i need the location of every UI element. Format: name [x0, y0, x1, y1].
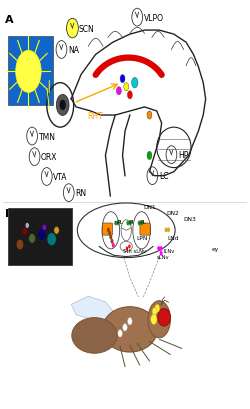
Text: ey: ey: [212, 246, 219, 252]
Circle shape: [107, 228, 110, 233]
Text: DN2: DN2: [166, 211, 179, 216]
Circle shape: [60, 100, 66, 111]
FancyBboxPatch shape: [102, 223, 113, 236]
Circle shape: [56, 95, 69, 116]
Circle shape: [16, 51, 41, 93]
Circle shape: [152, 308, 157, 316]
Circle shape: [123, 324, 127, 331]
Circle shape: [128, 245, 130, 249]
Circle shape: [109, 235, 112, 240]
Circle shape: [138, 221, 141, 226]
Circle shape: [112, 243, 115, 248]
Text: sLNv: sLNv: [156, 254, 169, 259]
Circle shape: [117, 221, 119, 226]
FancyBboxPatch shape: [140, 223, 150, 236]
Text: DN3: DN3: [184, 217, 196, 222]
Ellipse shape: [29, 234, 35, 244]
Circle shape: [118, 330, 122, 337]
FancyBboxPatch shape: [8, 37, 53, 106]
Text: PL: PL: [139, 220, 146, 225]
Text: LNd: LNd: [168, 235, 179, 240]
Ellipse shape: [25, 223, 29, 229]
Text: NA: NA: [68, 46, 79, 55]
Circle shape: [167, 228, 170, 233]
Circle shape: [151, 314, 157, 325]
Circle shape: [126, 247, 128, 251]
Text: LPN: LPN: [137, 235, 148, 240]
Circle shape: [120, 75, 125, 83]
Text: B: B: [5, 209, 14, 218]
Circle shape: [128, 92, 132, 100]
Text: RHT: RHT: [87, 111, 103, 120]
Ellipse shape: [16, 240, 24, 250]
Text: TMN: TMN: [38, 132, 56, 141]
Ellipse shape: [38, 229, 46, 240]
Ellipse shape: [22, 228, 28, 236]
Circle shape: [110, 239, 114, 244]
Text: VTA: VTA: [53, 173, 68, 182]
Polygon shape: [71, 297, 118, 321]
Ellipse shape: [47, 233, 56, 246]
Circle shape: [116, 88, 121, 96]
Circle shape: [160, 247, 163, 251]
Circle shape: [129, 221, 132, 226]
Circle shape: [140, 221, 143, 226]
Ellipse shape: [54, 227, 59, 234]
Text: SCN: SCN: [79, 25, 95, 34]
Circle shape: [128, 318, 132, 325]
Text: PL: PL: [116, 220, 123, 225]
Text: Pl: Pl: [129, 220, 134, 225]
Text: A: A: [5, 15, 14, 25]
Circle shape: [155, 305, 160, 312]
Ellipse shape: [102, 307, 158, 352]
Circle shape: [132, 78, 138, 89]
Circle shape: [157, 247, 160, 251]
Circle shape: [164, 228, 168, 233]
Ellipse shape: [42, 225, 46, 231]
Ellipse shape: [158, 309, 170, 326]
Circle shape: [160, 251, 163, 256]
Circle shape: [108, 231, 111, 236]
FancyBboxPatch shape: [8, 209, 72, 266]
Circle shape: [114, 221, 117, 226]
Circle shape: [148, 301, 171, 338]
Circle shape: [126, 221, 130, 226]
Text: HP: HP: [178, 151, 188, 160]
Circle shape: [66, 19, 78, 39]
Text: lLNv: lLNv: [164, 248, 175, 254]
Circle shape: [147, 152, 152, 160]
Circle shape: [124, 83, 129, 92]
Text: LC: LC: [159, 172, 168, 181]
Circle shape: [147, 112, 152, 120]
Text: 5th sLNv: 5th sLNv: [122, 248, 146, 254]
Text: DN1: DN1: [143, 204, 156, 209]
Text: VLPO: VLPO: [144, 13, 164, 22]
Ellipse shape: [72, 318, 117, 353]
Text: ORX: ORX: [41, 153, 58, 162]
Text: RN: RN: [75, 189, 86, 198]
